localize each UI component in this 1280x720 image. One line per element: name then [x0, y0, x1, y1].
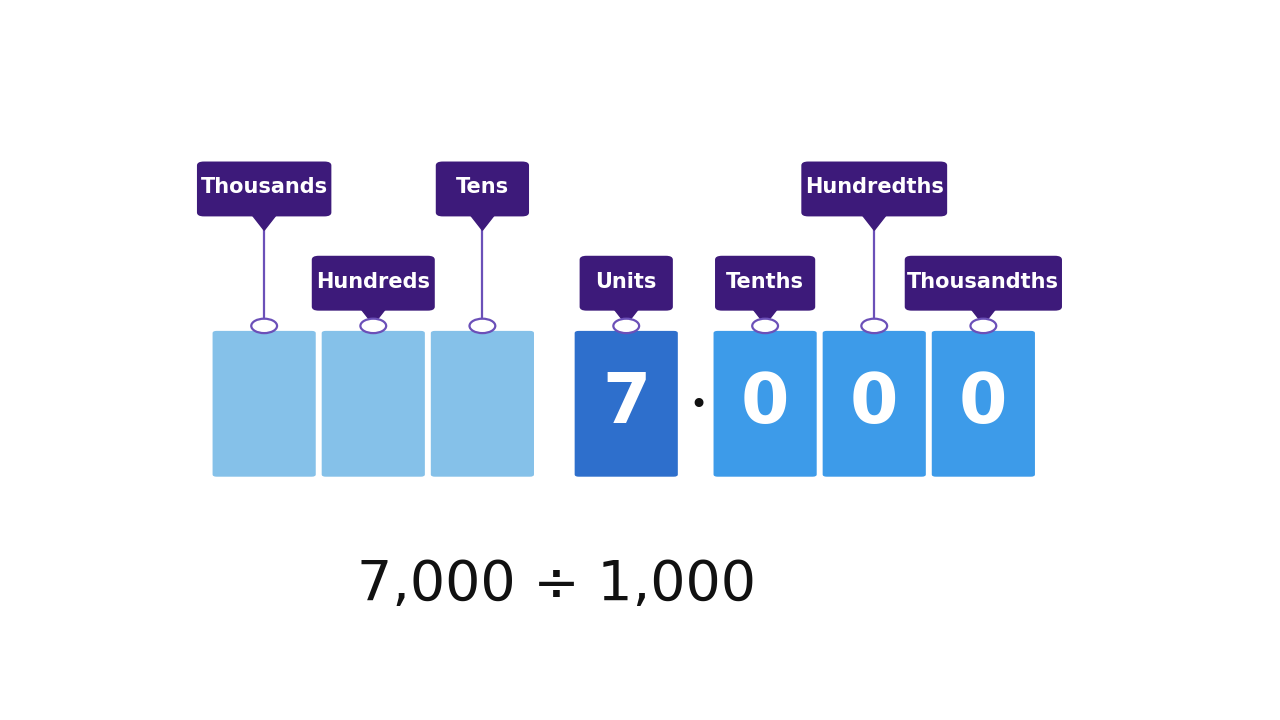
- FancyBboxPatch shape: [580, 256, 673, 310]
- FancyBboxPatch shape: [575, 331, 678, 477]
- Text: Tenths: Tenths: [726, 271, 804, 292]
- Circle shape: [251, 319, 276, 333]
- Text: Thousandths: Thousandths: [908, 271, 1060, 292]
- Polygon shape: [360, 307, 387, 325]
- Circle shape: [970, 319, 996, 333]
- FancyBboxPatch shape: [823, 331, 925, 477]
- Text: 7,000 ÷ 1,000: 7,000 ÷ 1,000: [357, 559, 756, 612]
- Circle shape: [361, 319, 387, 333]
- Polygon shape: [860, 212, 888, 230]
- FancyBboxPatch shape: [905, 256, 1062, 310]
- Polygon shape: [751, 307, 780, 325]
- Text: 0: 0: [850, 370, 899, 437]
- Text: 0: 0: [959, 370, 1007, 437]
- Text: Tens: Tens: [456, 177, 509, 197]
- Polygon shape: [251, 212, 278, 230]
- Text: Thousands: Thousands: [201, 177, 328, 197]
- FancyBboxPatch shape: [312, 256, 435, 310]
- Polygon shape: [468, 212, 497, 230]
- Text: 0: 0: [741, 370, 790, 437]
- FancyBboxPatch shape: [431, 331, 534, 477]
- Polygon shape: [612, 307, 640, 325]
- Circle shape: [753, 319, 778, 333]
- FancyBboxPatch shape: [435, 161, 529, 217]
- Circle shape: [861, 319, 887, 333]
- Text: •: •: [690, 391, 708, 420]
- Circle shape: [613, 319, 639, 333]
- FancyBboxPatch shape: [321, 331, 425, 477]
- Text: Hundreds: Hundreds: [316, 271, 430, 292]
- FancyBboxPatch shape: [713, 331, 817, 477]
- Text: Hundredths: Hundredths: [805, 177, 943, 197]
- FancyBboxPatch shape: [212, 331, 316, 477]
- Text: 7: 7: [602, 370, 650, 437]
- FancyBboxPatch shape: [932, 331, 1036, 477]
- FancyBboxPatch shape: [716, 256, 815, 310]
- Text: Units: Units: [595, 271, 657, 292]
- Circle shape: [470, 319, 495, 333]
- FancyBboxPatch shape: [197, 161, 332, 217]
- Polygon shape: [969, 307, 997, 325]
- FancyBboxPatch shape: [801, 161, 947, 217]
